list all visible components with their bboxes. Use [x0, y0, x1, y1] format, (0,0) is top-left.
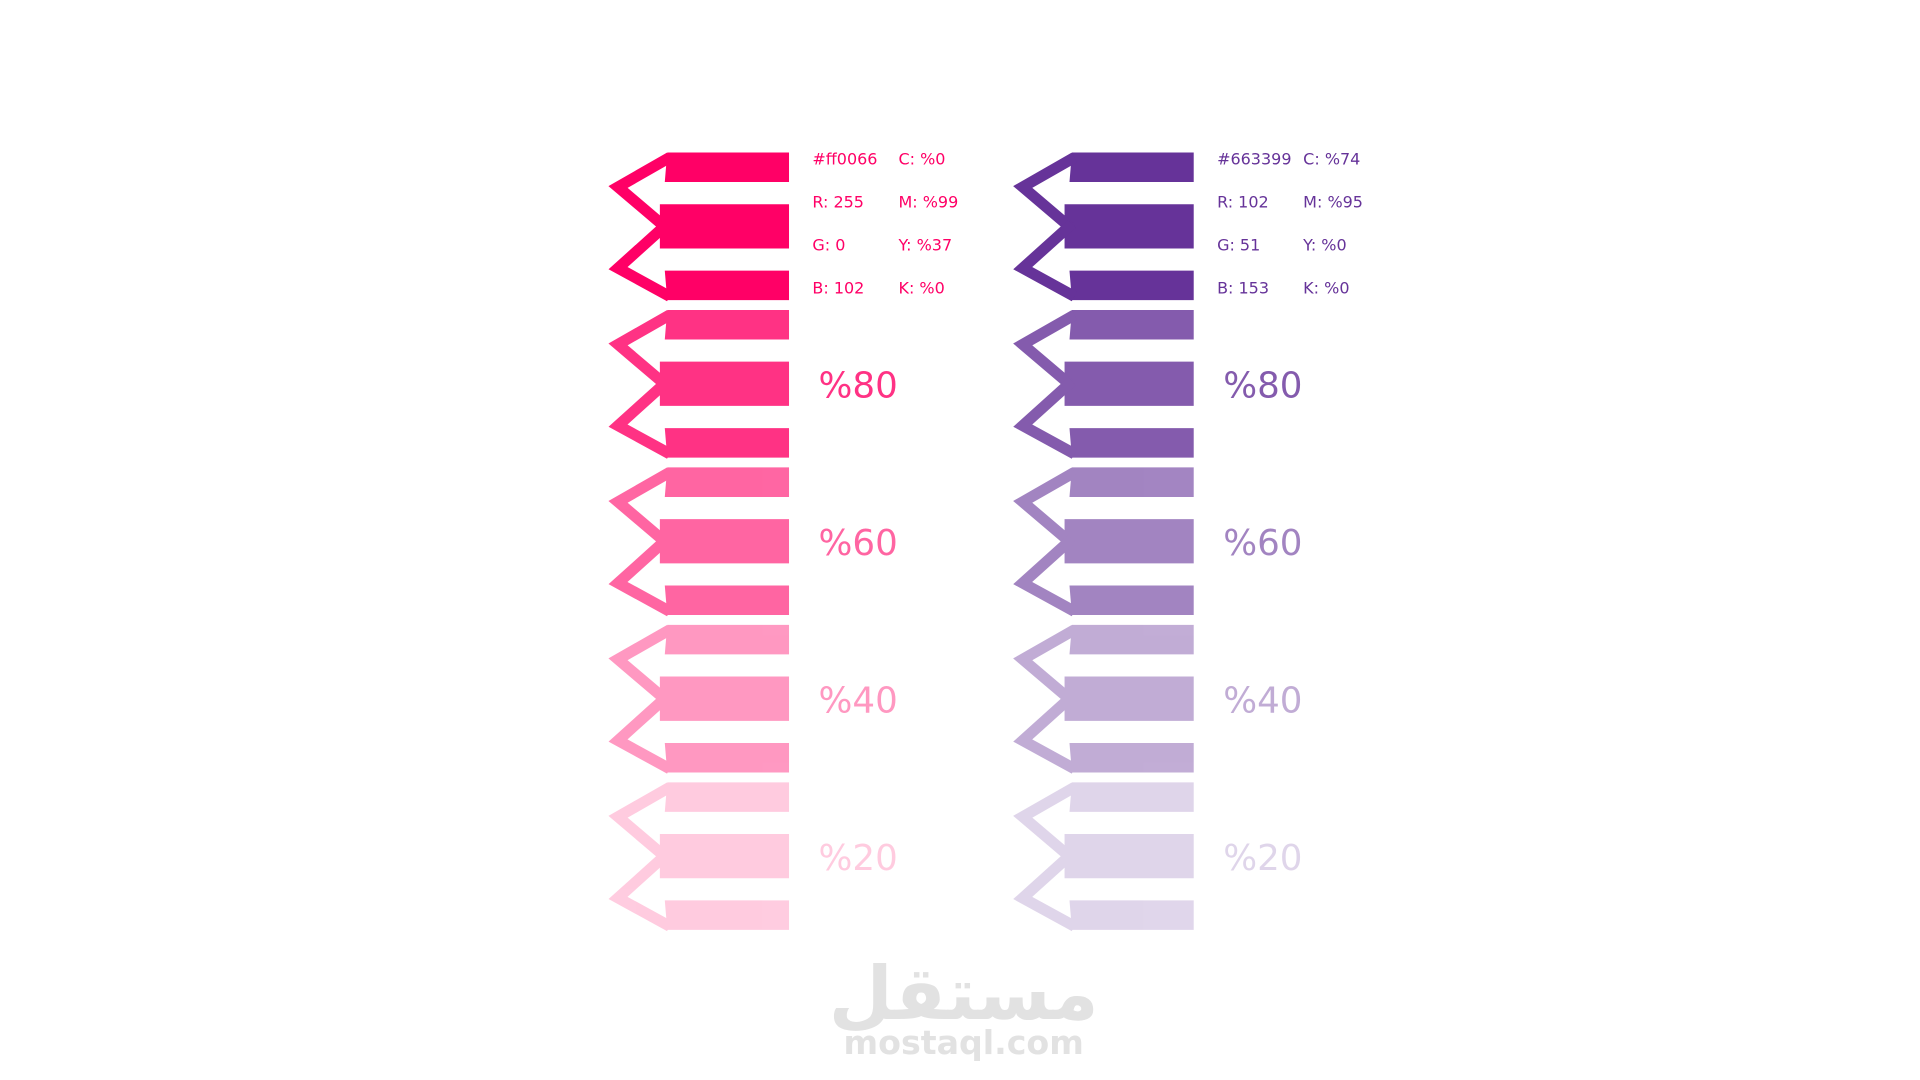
tint-label: %60 [819, 523, 898, 564]
bar [659, 676, 790, 721]
hex-code: #663399 [1217, 149, 1291, 168]
watermark-latin: mostaql.com [844, 1023, 1084, 1062]
cmyk-value: C: %74 [1303, 149, 1360, 168]
bar [664, 467, 790, 497]
logo-swatch [608, 309, 790, 459]
bar [1069, 585, 1194, 616]
bar [664, 270, 790, 301]
bar [1069, 467, 1194, 497]
bar [1064, 833, 1194, 879]
chevron [608, 377, 673, 459]
cmyk-value: K: %0 [898, 279, 944, 298]
chevron [1013, 310, 1078, 391]
bar [1069, 782, 1194, 812]
rgb-value: G: 51 [1217, 236, 1260, 255]
logo-swatch [608, 624, 790, 774]
chevron [608, 219, 673, 302]
cmyk-value: K: %0 [1303, 279, 1349, 298]
hex-code: #ff0066 [812, 149, 877, 168]
logo-swatch [1013, 467, 1194, 617]
rgb-value: R: 255 [812, 192, 864, 211]
logo-swatch [1013, 152, 1194, 302]
chevron [608, 692, 673, 774]
cmyk-value: M: %99 [898, 192, 958, 211]
tint-label: %60 [1223, 523, 1302, 564]
rgb-value: R: 102 [1217, 192, 1269, 211]
bar [659, 361, 790, 406]
logo-swatch [608, 152, 790, 302]
rgb-value: B: 153 [1217, 279, 1269, 298]
chevron [1013, 692, 1078, 774]
chevron [1013, 624, 1078, 706]
tint-label: %80 [819, 365, 898, 406]
rgb-value: G: 0 [812, 236, 845, 255]
bar [659, 519, 790, 564]
chevron [608, 310, 673, 391]
logo-swatch [1013, 309, 1194, 459]
chevron [1013, 534, 1078, 617]
chevron [1013, 377, 1078, 459]
tint-label: %80 [1223, 365, 1302, 406]
logo-swatch [608, 782, 790, 932]
bar [1069, 428, 1194, 458]
bar [664, 900, 790, 930]
chevron [608, 467, 673, 548]
chevron [608, 782, 673, 863]
bar [659, 204, 790, 249]
logo-swatch [1013, 782, 1194, 932]
chevron [608, 849, 673, 932]
chevron [608, 534, 673, 617]
tint-label: %20 [819, 838, 898, 879]
bar [1064, 519, 1194, 564]
bar [659, 833, 790, 879]
watermark-arabic: مستقل [829, 951, 1099, 1037]
cmyk-value: Y: %0 [1302, 236, 1346, 255]
chevron [608, 624, 673, 706]
chevron [1013, 152, 1078, 234]
cmyk-value: Y: %37 [897, 236, 952, 255]
bar [1069, 309, 1194, 340]
chevron [1013, 849, 1078, 932]
bar [664, 309, 790, 340]
bar [664, 742, 790, 773]
bar [664, 782, 790, 812]
bar [1064, 204, 1194, 249]
chevron [608, 152, 673, 234]
chevron [1013, 219, 1078, 302]
bar [1069, 624, 1194, 655]
chevron [1013, 782, 1078, 863]
bar [1064, 361, 1194, 406]
bar [1069, 152, 1194, 183]
tint-label: %20 [1223, 838, 1302, 879]
logo-swatch [1013, 624, 1194, 774]
chevron [1013, 467, 1078, 548]
bar [664, 428, 790, 458]
rgb-value: B: 102 [812, 279, 864, 298]
bar [664, 585, 790, 616]
bar [1069, 742, 1194, 773]
logo-swatch [608, 467, 790, 617]
bar [664, 152, 790, 183]
cmyk-value: C: %0 [898, 149, 945, 168]
tint-label: %40 [1223, 680, 1302, 721]
bar [1069, 900, 1194, 930]
bar [1064, 676, 1194, 721]
bar [1069, 270, 1194, 301]
bar [664, 624, 790, 655]
cmyk-value: M: %95 [1303, 192, 1363, 211]
tint-label: %40 [819, 680, 898, 721]
